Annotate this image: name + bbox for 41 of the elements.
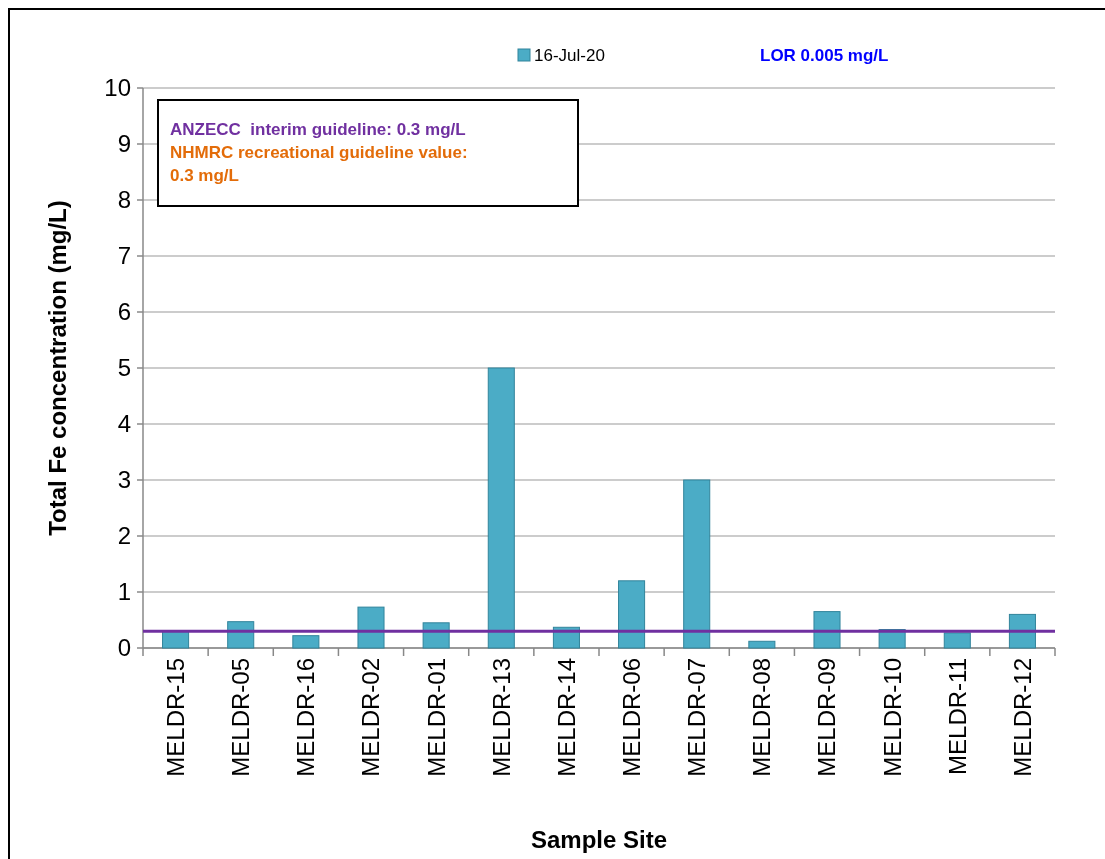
bar	[618, 580, 646, 649]
bar	[813, 611, 841, 649]
y-tick-label: 10	[104, 74, 131, 102]
x-tick-label: MELDR-15	[161, 658, 189, 777]
y-tick-label: 8	[117, 186, 131, 214]
y-tick-label: 0	[117, 634, 131, 662]
bar	[683, 479, 711, 649]
bar	[943, 632, 971, 649]
x-tick-label: MELDR-14	[552, 658, 580, 777]
x-tick-label: MELDR-06	[617, 658, 645, 777]
bar	[487, 367, 515, 649]
y-tick-label: 6	[117, 298, 131, 326]
y-tick-label: 7	[117, 242, 131, 270]
x-tick-label: MELDR-16	[292, 658, 320, 777]
x-tick-label: MELDR-05	[227, 658, 255, 777]
x-axis-title: Sample Site	[530, 826, 668, 853]
bar	[748, 640, 776, 649]
annotation: 0.3 mg/L	[170, 166, 239, 185]
bar	[1008, 613, 1036, 649]
y-tick-label: 4	[117, 410, 131, 438]
annotation: NHMRC recreational guideline value:	[170, 143, 468, 162]
y-tick-label: 1	[117, 578, 131, 606]
x-tick-label: MELDR-13	[487, 658, 515, 777]
x-tick-label: MELDR-12	[1008, 658, 1036, 777]
x-tick-label: MELDR-01	[422, 658, 450, 777]
y-tick-label: 9	[117, 130, 131, 158]
x-tick-label: MELDR-08	[748, 658, 776, 777]
bar	[357, 606, 385, 649]
annotation: ANZECC interim guideline: 0.3 mg/L	[170, 120, 466, 139]
bar	[292, 635, 320, 649]
y-tick-label: 5	[117, 354, 131, 382]
x-tick-label: MELDR-11	[943, 658, 971, 775]
x-tick-label: MELDR-10	[878, 658, 906, 777]
text: LOR 0.005 mg/L	[760, 46, 889, 65]
x-tick-label: MELDR-09	[813, 658, 841, 777]
x-tick-label: MELDR-07	[683, 658, 711, 777]
y-axis-title: Total Fe concentration (mg/L)	[44, 200, 71, 536]
y-tick-label: 2	[117, 522, 131, 550]
y-tick-label: 3	[117, 466, 131, 494]
x-tick-label: MELDR-02	[357, 658, 385, 777]
legend-label: 16-Jul-20	[534, 45, 605, 65]
